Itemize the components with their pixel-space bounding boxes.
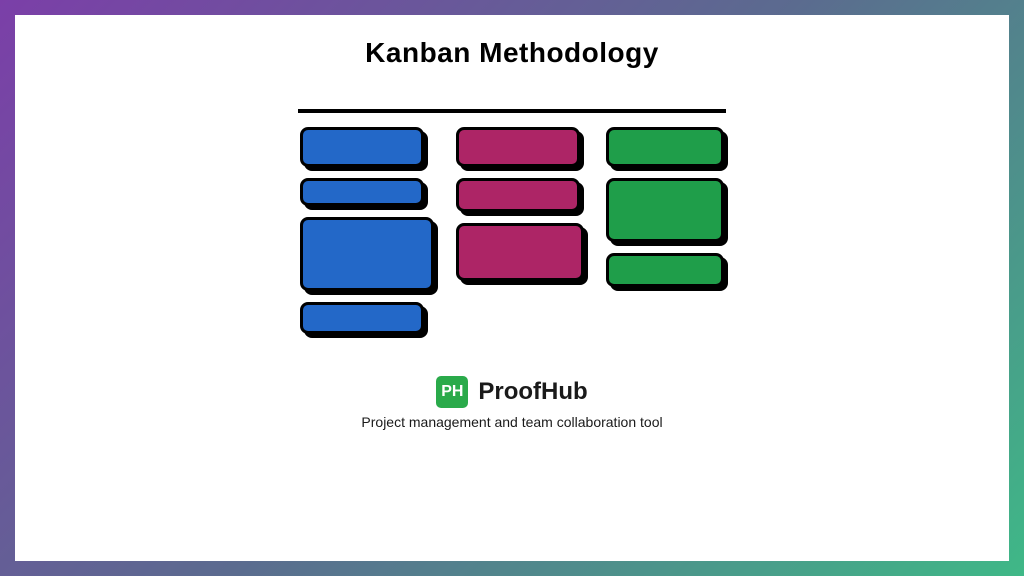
kanban-card [456, 178, 580, 212]
kanban-card [300, 178, 424, 206]
kanban-board [298, 109, 726, 334]
kanban-card [300, 217, 434, 291]
board-column [606, 127, 724, 334]
brand-row: PH ProofHub [436, 376, 587, 408]
board-column [300, 127, 434, 334]
footer: PH ProofHub Project management and team … [361, 376, 662, 430]
kanban-card [456, 223, 584, 281]
board-column [456, 127, 584, 334]
kanban-card [606, 253, 724, 287]
content-area: Kanban Methodology PH ProofHub Project m… [15, 15, 1009, 561]
board-header-divider [298, 109, 726, 113]
kanban-card [300, 127, 424, 167]
brand-name: ProofHub [478, 378, 587, 406]
page-title: Kanban Methodology [365, 37, 659, 69]
gradient-frame: Kanban Methodology PH ProofHub Project m… [0, 0, 1024, 576]
kanban-card [300, 302, 424, 334]
brand-tagline: Project management and team collaboratio… [361, 414, 662, 430]
board-columns [300, 127, 724, 334]
kanban-card [456, 127, 580, 167]
kanban-card [606, 127, 724, 167]
brand-logo-icon: PH [436, 376, 468, 408]
kanban-card [606, 178, 724, 242]
